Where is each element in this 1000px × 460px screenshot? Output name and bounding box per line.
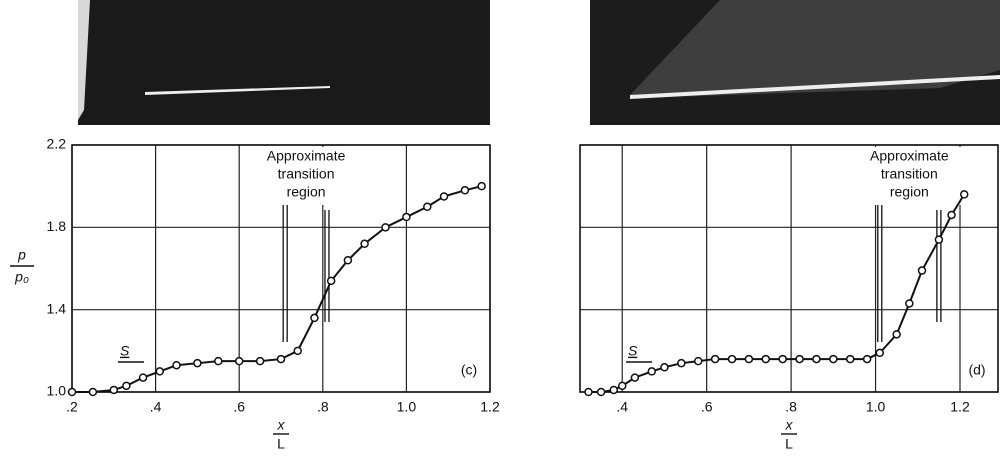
data-point	[934, 235, 944, 244]
data-point	[293, 346, 302, 356]
marker-label: S	[628, 343, 638, 359]
data-point	[892, 330, 901, 339]
x-axis-label: L	[785, 436, 793, 452]
x-tick-label: .8	[785, 399, 797, 415]
data-point	[630, 373, 640, 382]
data-point	[875, 348, 885, 358]
x-tick-label: 1.0	[397, 399, 417, 415]
data-point	[477, 181, 486, 191]
data-point	[234, 356, 244, 366]
x-axis-label: L	[277, 436, 285, 452]
x-tick-label: 1.0	[866, 399, 886, 415]
photo-edge	[78, 0, 90, 120]
y-axis-label: p₀	[14, 269, 29, 285]
data-point	[617, 381, 627, 391]
data-point	[795, 354, 804, 364]
data-point	[402, 212, 411, 222]
data-point	[596, 387, 606, 397]
data-point	[744, 354, 754, 364]
data-point	[214, 356, 223, 366]
data-point	[155, 367, 165, 376]
data-point	[343, 256, 353, 265]
annotation: Approximate	[870, 148, 949, 164]
panel-label: (d)	[968, 362, 985, 378]
plot-frame	[71, 144, 491, 393]
data-point	[693, 356, 703, 366]
x-tick-label: .6	[701, 399, 713, 415]
photo-streak	[630, 75, 1000, 99]
annotation: Approximate	[267, 148, 346, 164]
data-point	[905, 299, 914, 308]
data-point	[959, 190, 969, 199]
data-point	[829, 354, 838, 364]
data-point	[677, 358, 686, 368]
data-point	[360, 239, 369, 249]
transition-marker	[282, 190, 288, 342]
data-point	[138, 373, 148, 382]
data-point	[109, 385, 119, 395]
x-tick-label: .2	[66, 399, 78, 415]
transition-marker	[936, 210, 942, 322]
x-tick-label: 1.2	[480, 399, 500, 415]
data-point	[812, 354, 821, 364]
data-point	[88, 387, 98, 397]
annotation-box	[857, 147, 962, 205]
data-point	[276, 354, 286, 364]
y-axis-label: p	[17, 247, 26, 263]
plot-frame	[579, 144, 999, 393]
annotation: region	[287, 184, 326, 200]
annotation: transition	[278, 166, 335, 182]
data-point	[172, 360, 181, 370]
x-tick-label: .4	[150, 399, 162, 415]
data-point	[255, 356, 265, 366]
data-point	[423, 202, 432, 211]
panel-label-box	[962, 360, 992, 382]
annotation: region	[890, 184, 929, 200]
photo	[78, 0, 490, 125]
marker-label: S	[120, 343, 130, 359]
data-point	[660, 363, 669, 372]
data-point	[862, 354, 872, 364]
data-point	[122, 381, 131, 391]
data-point	[326, 276, 336, 286]
y-tick-label: 1.8	[47, 218, 67, 234]
panel-label-box	[454, 360, 484, 382]
data-point	[609, 385, 619, 395]
data-point	[310, 313, 319, 323]
data-point	[761, 354, 771, 364]
data-point	[193, 358, 202, 368]
photo-streak	[145, 86, 330, 95]
data-point	[727, 354, 737, 364]
data-point	[778, 354, 787, 364]
data-point	[917, 266, 927, 275]
y-tick-label: 1.0	[47, 383, 67, 399]
data-point	[845, 354, 855, 364]
x-tick-label: .6	[233, 399, 245, 415]
data-point	[381, 223, 390, 232]
x-tick-label: 1.2	[950, 399, 970, 415]
annotation: transition	[881, 166, 938, 182]
x-axis-label: x	[785, 417, 794, 433]
data-point	[67, 387, 77, 397]
photo-shock	[630, 0, 1000, 98]
data-point	[460, 186, 470, 195]
x-axis-label: x	[277, 417, 286, 433]
data-point	[584, 387, 593, 397]
y-tick-label: 2.2	[47, 136, 67, 152]
x-tick-label: .4	[616, 399, 628, 415]
annotation-box	[254, 147, 359, 205]
data-point	[439, 192, 449, 201]
data-point	[710, 354, 720, 364]
data-point	[947, 210, 956, 220]
panel-label: (c)	[461, 362, 477, 378]
data-line	[72, 185, 482, 393]
transition-marker	[877, 190, 883, 342]
data-point	[647, 367, 657, 376]
transition-marker	[324, 210, 330, 322]
y-tick-label: 1.4	[47, 300, 67, 316]
x-tick-label: .8	[317, 399, 329, 415]
